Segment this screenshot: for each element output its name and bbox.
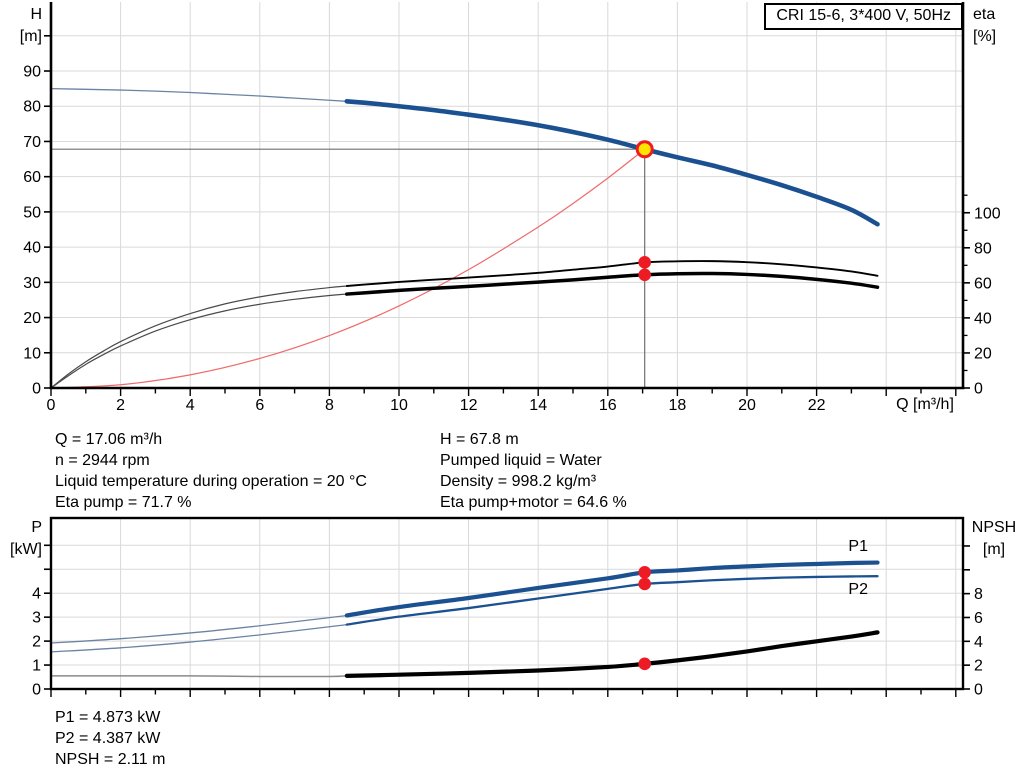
p1-curve	[344, 560, 880, 618]
x-tick-label: 18	[669, 397, 687, 414]
duty-point-marker	[635, 140, 654, 159]
annotation-line: NPSH = 2.11 m	[55, 751, 166, 768]
y-tick-label: 80	[23, 99, 41, 116]
npsh-curve-thin	[50, 675, 348, 678]
x-tick-label: 8	[325, 397, 334, 414]
x-tick-label: 6	[255, 397, 264, 414]
x-tick-label: 12	[460, 397, 478, 414]
eta-pump-curve	[345, 260, 879, 287]
p-axis-symbol: P	[31, 519, 42, 536]
y2-tick-label: 40	[974, 310, 992, 327]
annotation-line: n = 2944 rpm	[55, 452, 150, 469]
eta-pump-duty-dot	[638, 256, 651, 269]
x-tick-label: 14	[529, 397, 547, 414]
y2-tick-label: 0	[974, 381, 983, 398]
x-tick-label: 10	[390, 397, 408, 414]
p2-duty-dot	[638, 577, 651, 591]
y2-tick-label: 20	[974, 345, 992, 362]
power-npsh-chart: P1 P2 0 1 2 3 4 0 2 4 6 8	[32, 516, 983, 699]
x-tick-label: 0	[47, 397, 56, 414]
y-tick-label: 3	[32, 610, 41, 627]
eta-axis-unit: [%]	[973, 28, 997, 45]
duty-annotations-left: Q = 17.06 m³/h n = 2944 rpm Liquid tempera…	[55, 429, 367, 513]
y-tick-label: 30	[23, 275, 41, 292]
annotation-line: Liquid temperature during operation = 20…	[55, 473, 367, 490]
y-tick-label: 2	[32, 634, 41, 651]
annotation-line: P2 = 4.387 kW	[55, 730, 161, 747]
p2-curve-thin	[50, 623, 348, 653]
eta-pump-curve-thin	[50, 285, 348, 389]
h-axis-label: H [m]	[0, 4, 42, 48]
p1-curve-label: P1	[848, 538, 868, 555]
y2-tick-label: 80	[974, 240, 992, 257]
p2-curve	[345, 575, 879, 626]
duty-annotations-right: H = 67.8 m Pumped liquid = Water Density =…	[440, 429, 627, 513]
head-curve-thin	[50, 87, 348, 102]
x-tick-label: 16	[599, 397, 617, 414]
p1-curve-thin	[50, 614, 348, 644]
y2-tick-label: 100	[974, 205, 1001, 222]
p-axis-unit: [kW]	[10, 541, 42, 558]
p-axis-label: P [kW]	[0, 517, 42, 561]
annotation-line: Density = 998.2 kg/m³	[440, 473, 597, 490]
npsh-curve	[344, 630, 880, 678]
npsh-axis-symbol: NPSH	[971, 519, 1017, 536]
npsh-axis-label: NPSH [m]	[968, 517, 1020, 561]
y2-tick-label: 4	[974, 634, 983, 651]
y-tick-label: 10	[23, 345, 41, 362]
x-tick-label: 2	[116, 397, 125, 414]
annotation-line: Pumped liquid = Water	[440, 452, 602, 469]
h-axis-symbol: H	[30, 6, 42, 23]
x-tick-label: 4	[186, 397, 195, 414]
eta-axis-symbol: eta	[973, 6, 996, 23]
y2-tick-label: 8	[974, 586, 983, 603]
y-tick-label: 50	[23, 204, 41, 221]
duty-annotations-bottom: P1 = 4.873 kW P2 = 4.387 kW NPSH = 2.11 m	[55, 707, 165, 770]
y2-tick-label: 6	[974, 610, 983, 627]
npsh-axis-unit: [m]	[982, 541, 1006, 558]
y-tick-label: 20	[23, 310, 41, 327]
y-tick-label: 0	[32, 682, 41, 699]
eta-pump-motor-duty-dot	[638, 268, 651, 282]
x-tick-label: 22	[808, 397, 826, 414]
p2-curve-label: P2	[848, 581, 868, 598]
x-tick-label: 20	[738, 397, 756, 414]
y-tick-label: 40	[23, 240, 41, 257]
pump-model-title-box: CRI 15-6, 3*400 V, 50Hz	[764, 3, 963, 30]
q-axis-label: Q [m³/h]	[896, 396, 954, 413]
eta-axis-label: eta [%]	[973, 4, 996, 48]
y-tick-label: 4	[32, 586, 41, 603]
head-curve	[344, 99, 880, 227]
y-tick-label: 70	[23, 134, 41, 151]
y-tick-label: 1	[32, 658, 41, 675]
y2-tick-label: 60	[974, 275, 992, 292]
annotation-line: Eta pump+motor = 64.6 %	[440, 494, 627, 511]
annotation-line: H = 67.8 m	[440, 431, 519, 448]
system-curve	[50, 148, 646, 389]
npsh-duty-dot	[638, 657, 651, 671]
hq-eta-chart: 0 2 4 6 8 10 12 14 16 18 20 22 0 10 20 30 40 50 60 70 80 90 0 2…	[23, 2, 1001, 414]
chart-frame	[49, 516, 965, 691]
y2-tick-label: 2	[974, 658, 983, 675]
y-tick-label: 0	[32, 381, 41, 398]
y-tick-label: 90	[23, 64, 41, 81]
h-axis-unit: [m]	[19, 28, 42, 45]
y-tick-label: 60	[23, 169, 41, 186]
annotation-line: Eta pump = 71.7 %	[55, 494, 192, 511]
eta-pump-motor-curve	[345, 271, 880, 296]
y2-tick-label: 0	[974, 682, 983, 699]
p1-duty-dot	[638, 565, 651, 579]
eta-pump-motor-curve-thin	[50, 293, 348, 389]
annotation-line: Q = 17.06 m³/h	[55, 431, 163, 448]
annotation-line: P1 = 4.873 kW	[55, 709, 161, 726]
